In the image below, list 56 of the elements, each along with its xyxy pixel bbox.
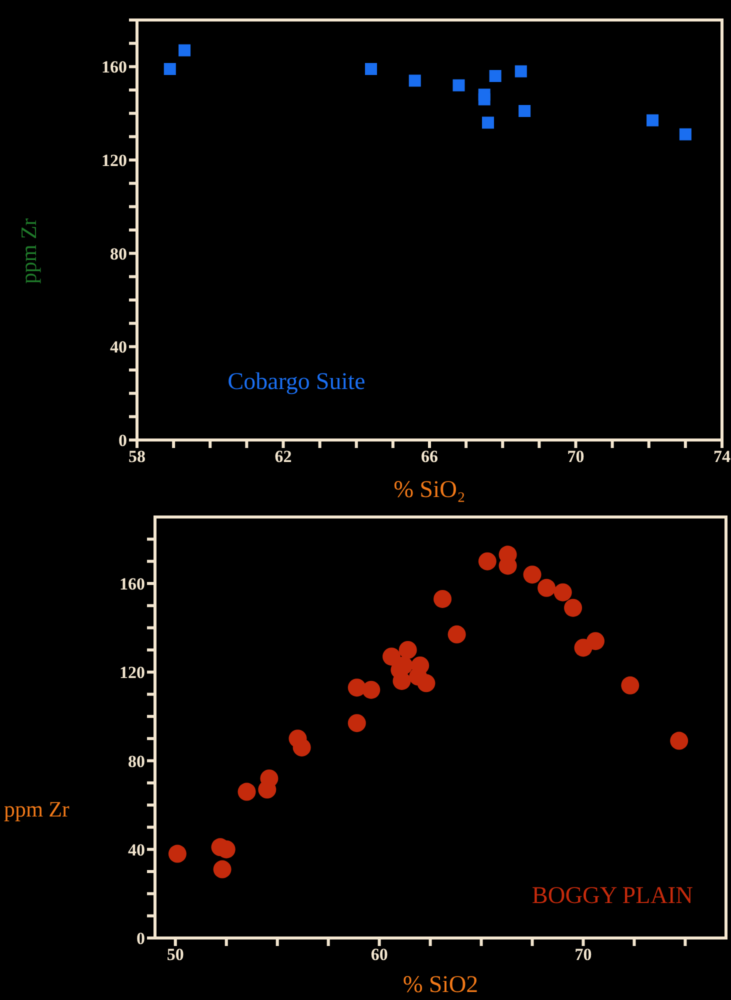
- point: [514, 65, 527, 78]
- point: [365, 63, 377, 75]
- point: [398, 640, 417, 659]
- y-axis-title: ppm Zr: [4, 796, 70, 822]
- y-tick-label: 120: [120, 663, 145, 682]
- x-tick-label: 60: [370, 945, 388, 964]
- point: [538, 578, 556, 597]
- y-tick-label: 40: [128, 840, 145, 860]
- point: [586, 632, 604, 650]
- x-axis-title: % SiO2: [402, 972, 478, 998]
- x-tick-label: 62: [274, 447, 292, 466]
- point: [448, 625, 466, 644]
- point: [564, 598, 582, 617]
- point: [489, 70, 502, 82]
- point: [213, 860, 232, 878]
- point: [382, 648, 401, 666]
- point: [482, 116, 494, 129]
- point: [434, 590, 452, 608]
- point: [168, 844, 186, 863]
- y-tick-label: 160: [120, 574, 145, 594]
- y-tick-label: 120: [102, 151, 127, 170]
- point: [478, 552, 496, 570]
- y-tick-label: 80: [110, 244, 127, 264]
- point: [554, 583, 572, 602]
- x-tick-label: 50: [166, 945, 184, 964]
- point: [178, 44, 191, 56]
- point: [164, 63, 176, 75]
- y-tick-label: 40: [110, 338, 127, 357]
- y-axis-title: ppm Zr: [16, 218, 41, 284]
- point: [417, 674, 436, 692]
- point: [518, 105, 531, 117]
- point: [679, 128, 692, 140]
- point: [452, 79, 465, 92]
- point: [621, 676, 640, 694]
- point: [478, 93, 490, 106]
- x-tick-label: 74: [714, 447, 731, 466]
- x-tick-label: 70: [574, 945, 592, 964]
- point: [362, 680, 380, 699]
- text: Cobargo Suite: [228, 368, 366, 396]
- y-tick-label: 0: [118, 431, 127, 450]
- x-tick-label: 66: [421, 447, 438, 466]
- point: [408, 74, 421, 87]
- x-axis-title: % SiO₂: [394, 477, 466, 503]
- point: [260, 769, 278, 788]
- x-tick-label: 70: [567, 447, 584, 466]
- y-tick-label: 160: [102, 58, 127, 77]
- x-tick-label: 58: [128, 447, 146, 466]
- text: BOGGY PLAIN: [532, 883, 693, 910]
- point: [238, 782, 256, 801]
- y-tick-label: 80: [128, 752, 145, 771]
- point: [292, 738, 311, 756]
- point: [348, 714, 366, 732]
- point: [670, 732, 688, 750]
- point: [523, 566, 542, 584]
- point: [646, 114, 659, 126]
- y-tick-label: 0: [136, 929, 145, 948]
